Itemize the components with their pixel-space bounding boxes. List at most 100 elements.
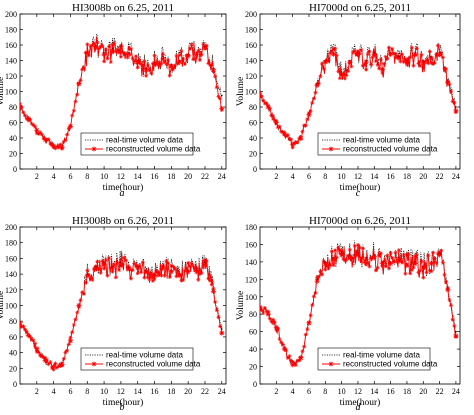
data-point-reconstructed (265, 311, 271, 317)
data-point-reconstructed (298, 135, 304, 141)
y-tick-label: 20 (249, 363, 257, 372)
data-point-reconstructed (379, 67, 385, 73)
x-tick-label: 16 (387, 387, 395, 396)
data-point-reconstructed (59, 144, 65, 150)
data-point-reconstructed (322, 59, 328, 65)
data-point-reconstructed (84, 273, 90, 279)
chart-panel-c: 2 4 6 8 10 12 14 16 18 20 22 2402040608010012014016… (236, 2, 461, 199)
series-line-real-time (260, 240, 457, 367)
data-point-reconstructed (93, 265, 99, 271)
chart-panel-a: 2 4 6 8 10 12 14 16 18 20 22 2402040608010012014016… (0, 2, 227, 199)
data-point-reconstructed (388, 261, 394, 267)
data-point-reconstructed (210, 67, 216, 73)
legend-marker-reconstructed (91, 361, 97, 367)
y-tick-label: 140 (245, 57, 257, 66)
data-point-reconstructed (202, 262, 208, 268)
x-tick-label: 4 (291, 172, 295, 181)
x-tick-label: 8 (323, 387, 327, 396)
data-point-reconstructed (25, 116, 31, 122)
x-tick-label: 10 (100, 387, 108, 396)
data-point-reconstructed (330, 256, 337, 262)
data-point-reconstructed (126, 51, 132, 57)
data-point-reconstructed (67, 123, 73, 129)
x-tick-label: 2 (35, 387, 39, 396)
x-tick-label: 24 (452, 172, 460, 181)
data-point-reconstructed (67, 338, 73, 344)
x-tick-label: 16 (387, 172, 395, 181)
x-tick-label: 24 (218, 387, 226, 396)
data-point-reconstructed (347, 59, 353, 65)
y-tick-label: 0 (13, 165, 17, 174)
data-point-reconstructed (260, 304, 263, 310)
legend-label-reconstructed: reconstructed volume data (106, 360, 201, 369)
x-tick-label: 16 (151, 387, 159, 396)
data-point-reconstructed (202, 45, 208, 51)
y-tick-label: 80 (9, 103, 17, 112)
data-point-reconstructed (265, 104, 271, 110)
data-point-reconstructed (20, 320, 23, 326)
x-tick-label: 12 (354, 172, 362, 181)
data-point-reconstructed (109, 265, 116, 271)
y-tick-label: 0 (13, 380, 17, 389)
x-tick-label: 20 (419, 387, 427, 396)
data-point-reconstructed (396, 256, 402, 262)
legend-label-real-time: real-time volume data (343, 136, 420, 145)
data-point-reconstructed (281, 346, 288, 352)
y-tick-label: 100 (5, 302, 17, 311)
data-point-reconstructed (420, 59, 426, 65)
data-point-reconstructed (347, 254, 353, 260)
data-point-reconstructed (185, 53, 191, 59)
data-point-reconstructed (314, 82, 320, 88)
data-point-reconstructed (101, 262, 107, 268)
data-point-reconstructed (404, 262, 410, 268)
y-tick-label: 40 (249, 134, 257, 143)
y-tick-label: 200 (5, 223, 17, 232)
data-point-reconstructed (453, 108, 459, 114)
x-tick-label: 10 (100, 172, 108, 181)
y-tick-label: 20 (249, 150, 257, 159)
x-tick-label: 12 (117, 387, 125, 396)
y-tick-label: 40 (249, 345, 257, 354)
y-tick-label: 180 (245, 26, 257, 35)
y-tick-label: 160 (245, 240, 257, 249)
data-point-reconstructed (160, 56, 166, 62)
data-point-reconstructed (339, 252, 345, 258)
y-tick-label: 60 (9, 333, 17, 342)
y-tick-label: 180 (5, 239, 17, 248)
data-point-reconstructed (51, 143, 57, 149)
data-point-real-time (455, 330, 457, 333)
data-point-reconstructed (314, 278, 320, 284)
data-point-reconstructed (273, 119, 279, 126)
x-tick-label: 10 (338, 387, 346, 396)
data-point-real-time (220, 328, 223, 330)
data-point-reconstructed (84, 50, 90, 56)
data-point-reconstructed (428, 55, 434, 61)
legend-label-real-time: real-time volume data (343, 351, 420, 360)
data-point-reconstructed (151, 61, 158, 67)
data-point-reconstructed (322, 261, 328, 267)
x-axis-label: time(hour) (340, 182, 381, 193)
data-point-reconstructed (76, 81, 82, 87)
data-point-reconstructed (194, 269, 200, 275)
data-point-reconstructed (42, 137, 48, 143)
y-tick-label: 80 (249, 103, 257, 112)
data-point-reconstructed (109, 48, 116, 54)
y-tick-label: 140 (5, 57, 17, 66)
data-point-reconstructed (355, 252, 361, 258)
data-point-reconstructed (118, 262, 124, 268)
series-line-reconstructed (20, 36, 223, 150)
y-tick-label: 160 (245, 41, 257, 50)
data-point-reconstructed (330, 51, 337, 57)
data-point-reconstructed (437, 252, 443, 258)
series-group (20, 250, 225, 372)
y-tick-label: 60 (249, 328, 257, 337)
chart-panel-d: 2 4 6 8 10 12 14 16 18 20 22 2402040608010012014016… (236, 215, 461, 413)
y-tick-label: 0 (253, 165, 257, 174)
data-point-reconstructed (135, 265, 141, 271)
y-tick-label: 80 (249, 310, 257, 319)
data-point-reconstructed (151, 273, 158, 279)
data-point-reconstructed (306, 112, 312, 118)
y-tick-label: 180 (245, 223, 257, 232)
y-tick-label: 100 (245, 88, 257, 97)
